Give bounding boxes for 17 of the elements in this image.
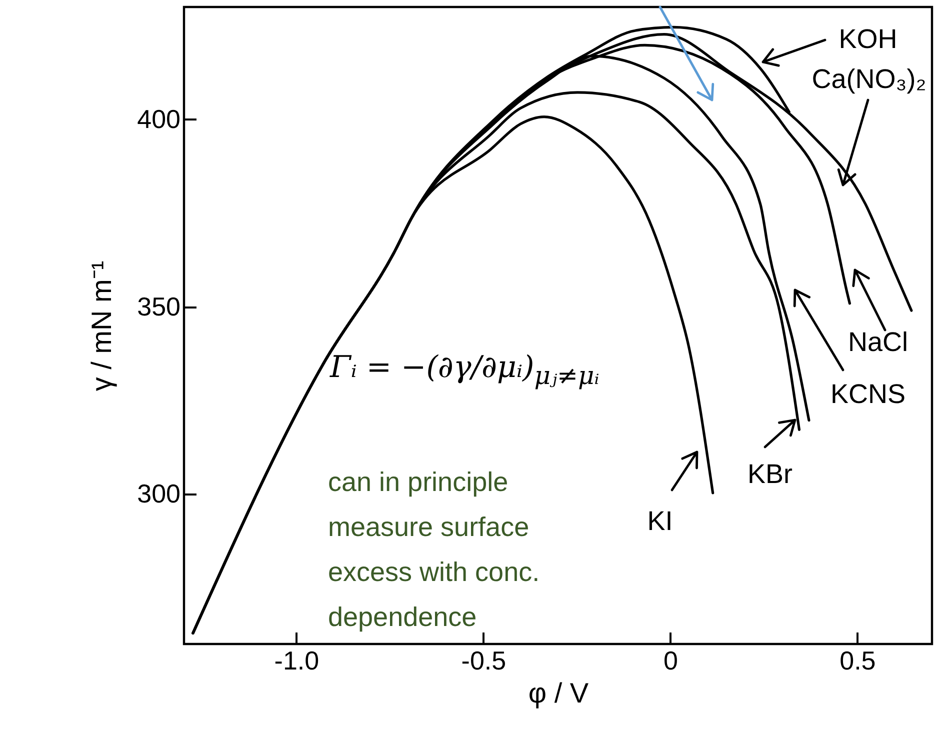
legend-label: KI [647, 506, 673, 536]
annotation: can in principle measure surface excess with conc. dependence [328, 466, 541, 634]
x-tick-label: -0.5 [461, 646, 506, 676]
y-tick-label: 300 [137, 478, 180, 509]
legend-label: KBr [747, 459, 793, 489]
y-axis-title: γ / mN m⁻¹ [86, 260, 118, 392]
text: KOH [838, 24, 898, 54]
legend-label: NaCl [848, 327, 908, 357]
series-label: Ca(NO₃)₂ [812, 64, 926, 94]
y-tick-label: 350 [137, 291, 180, 322]
x-tick-label: -1.0 [274, 646, 320, 676]
x-tick-label: 0.5 [840, 646, 876, 676]
x-tick-label: 0 [663, 646, 678, 676]
y-tick-label: 400 [137, 104, 180, 134]
x-axis-title: φ / V [528, 678, 589, 708]
annotation: Γᵢ = −(∂γ/∂μᵢ)$_{μⱼ≠μᵢ}$ [330, 350, 600, 390]
series-label: KCNS [830, 379, 906, 409]
